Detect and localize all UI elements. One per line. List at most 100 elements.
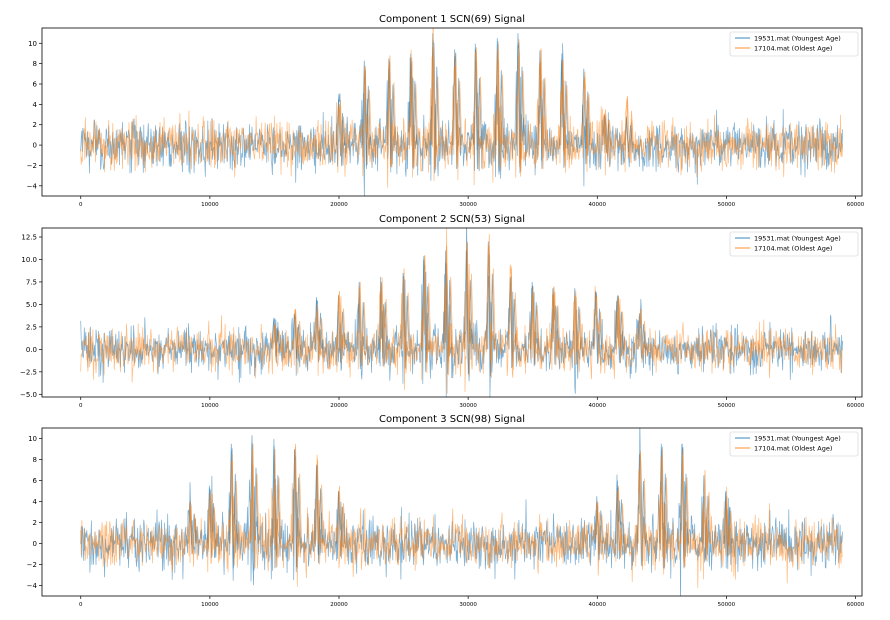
panel-2-series-2-peak: [293, 308, 302, 360]
panel-1-legend-label-1: 19531.mat (Youngest Age): [754, 35, 841, 43]
panel-2-y-tick-label: 0.0: [26, 346, 37, 354]
panel-3-x-tick-label: 30000: [459, 602, 477, 608]
panel-1-series-group: [80, 28, 843, 196]
panel-2-x-tick-label: 10000: [201, 403, 219, 409]
panel-1-series-2-peak: [603, 109, 612, 155]
panel-1-series-2-peak: [337, 104, 346, 156]
panel-1-series-2-peak: [538, 48, 548, 170]
panel-2-x-tick-label: 30000: [459, 403, 477, 409]
panel-2-series-2-peak: [357, 281, 367, 367]
panel-2-x-tick-label: 0: [79, 403, 83, 409]
panel-3-series-2-peak: [337, 485, 346, 558]
panel-2-legend-box: [729, 231, 859, 257]
panel-1-series-2-peak: [409, 57, 419, 168]
panel-3-plot-area: 0 10000 20000 30000 40000 50000 60000 −4 −2 0 2 4 6 8…: [27, 427, 865, 608]
panel-3-legend-box: [729, 431, 859, 457]
panel-3-series-2-peak: [638, 451, 647, 567]
panel-3-y-tick-label: −2: [27, 561, 37, 569]
panel-3-series-2-peak: [208, 490, 217, 557]
panel-1-series-2-peak: [625, 96, 634, 158]
panel-1-axes-frame: [41, 27, 863, 197]
panel-2-title: Component 2 SCN(53) Signal: [379, 214, 525, 225]
panel-3-y-tick-label: −4: [27, 582, 38, 590]
panel-1-legend: 19531.mat (Youngest Age) 17104.mat (Oldes…: [729, 31, 859, 57]
panel-3-y-tick-label: 0: [33, 540, 37, 548]
panel-3-legend: 19531.mat (Youngest Age) 17104.mat (Oldes…: [729, 431, 859, 457]
panel-1-x-tick-label: 0: [79, 202, 83, 208]
panel-2-series-line-2: [80, 228, 843, 394]
panel-1-x-tick-label: 50000: [718, 202, 736, 208]
panel-2-series-2-peak: [486, 234, 496, 379]
panel-3-title: Component 3 SCN(98) Signal: [379, 414, 525, 425]
panel-2-series-2-peak: [337, 290, 346, 365]
panel-1-y-tick-label: 8: [33, 60, 37, 68]
panel-2-series-2-peak: [638, 308, 647, 360]
panel-3-x-tick-label: 60000: [847, 602, 865, 608]
panel-3-y-tick-label: 2: [33, 519, 37, 527]
panel-2-y-tick-label: 2.5: [26, 323, 37, 331]
panel-2-plot-area: 0 10000 20000 30000 40000 50000 60000 −5.0 −2.5 0…: [20, 227, 865, 409]
panel-2-series-2-peak: [573, 290, 583, 365]
panel-1-series-2-peak: [363, 65, 372, 165]
panel-2-series-2-peak: [551, 286, 561, 366]
panel-3-series-2-peak: [188, 506, 198, 553]
panel-3-series-2-peak: [229, 454, 239, 566]
panel-3-x-tick-label: 20000: [330, 602, 348, 608]
panel-2-legend-label-1: 19531.mat (Youngest Age): [754, 235, 841, 243]
panel-2-series-2-peak: [272, 322, 282, 357]
panel-2-x-tick-label: 20000: [330, 403, 348, 409]
panel-2-series-2-peak: [465, 241, 474, 377]
panel-2-y-tick-label: 5.0: [26, 301, 37, 309]
panel-2-series-2-peak: [315, 304, 324, 361]
panel-3-x-tick-label: 50000: [718, 602, 736, 608]
panel-1-legend-box: [729, 31, 859, 57]
panel-3-x-tick-label: 10000: [201, 602, 219, 608]
panel-3-y-tick-label: 6: [33, 477, 38, 485]
panel-1-series-2-peak: [582, 71, 592, 164]
panel-1-title: Component 1 SCN(69) Signal: [379, 14, 525, 25]
panel-2-y-tick-label: 7.5: [26, 278, 37, 286]
panel-1-legend-label-2: 17104.mat (Oldest Age): [754, 45, 832, 53]
panel-2-legend-label-2: 17104.mat (Oldest Age): [754, 245, 832, 253]
panel-3-legend-label-1: 19531.mat (Youngest Age): [754, 435, 841, 443]
panel-3-series-2-peak: [680, 448, 690, 568]
panel-1-series-2-peak: [387, 55, 397, 168]
panel-3-series-2-peak: [272, 448, 282, 568]
panel-1-y-tick-label: 2: [33, 121, 37, 129]
panel-3-legend-label-2: 17104.mat (Oldest Age): [754, 445, 832, 453]
panel-1-series-2-peak: [474, 47, 483, 170]
panel-3-axes-frame: [41, 427, 863, 597]
panel-2-y-tick-label: 12.5: [21, 233, 37, 241]
panel-1-y-tick-label: 6: [33, 81, 38, 89]
panel-1: Component 1 SCN(69) Signal 0 10000 20000 30…: [27, 14, 865, 208]
panel-2-series-2-peak: [594, 295, 603, 363]
panel-3-x-tick-label: 0: [79, 602, 83, 608]
panel-1-x-tick-label: 60000: [847, 202, 865, 208]
panel-3-series-line-2: [80, 446, 843, 588]
panel-1-x-tick-label: 10000: [201, 202, 219, 208]
panel-3-series-2-peak: [315, 459, 324, 565]
panel-2-x-tick-label: 40000: [589, 403, 607, 409]
panel-3-series-2-peak: [660, 448, 669, 568]
panel-3-y-tick-label: 10: [28, 435, 37, 443]
panel-1-series-2-peak: [516, 39, 526, 172]
panel-2-x-tick-label: 60000: [847, 403, 865, 409]
panel-2-series-2-peak: [401, 268, 411, 370]
panel-1-y-tick-label: 10: [28, 40, 37, 48]
panel-1-x-tick-label: 40000: [589, 202, 607, 208]
panel-2-y-tick-label: −5.0: [20, 391, 37, 399]
panel-3-series-2-peak: [702, 469, 712, 562]
panel-1-y-tick-label: −2: [27, 162, 37, 170]
panel-3-series-2-peak: [595, 501, 605, 555]
panel-3-y-tick-label: 4: [33, 498, 38, 506]
panel-2-y-tick-label: 10.0: [21, 256, 37, 264]
panel-3-series-2-peak: [293, 443, 302, 569]
panel-2-series-2-peak: [530, 286, 540, 366]
panel-1-x-tick-label: 30000: [459, 202, 477, 208]
panel-3-series-2-peak: [724, 496, 734, 556]
panel-1-series-2-peak: [496, 44, 505, 171]
panel-3: Component 3 SCN(98) Signal 0 10000 20000 30…: [27, 414, 865, 608]
panel-2-legend: 19531.mat (Youngest Age) 17104.mat (Oldes…: [729, 231, 859, 257]
panel-1-y-tick-label: 4: [33, 101, 38, 109]
